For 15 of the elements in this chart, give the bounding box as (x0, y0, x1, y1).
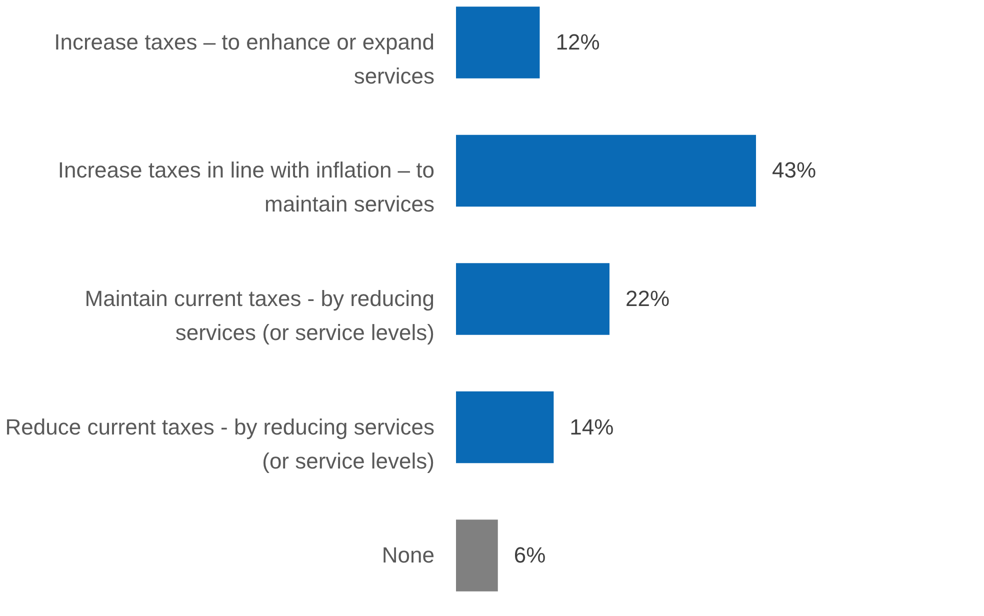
bar (456, 520, 498, 592)
data-label: 14% (570, 414, 614, 440)
y-tick-label: Maintain current taxes - by reducing services (or service levels) (84, 286, 434, 345)
y-tick-label: Increase taxes in line with inflation – to maintain services (58, 158, 434, 217)
data-label: 22% (625, 286, 670, 311)
bar (456, 391, 554, 464)
bar (456, 6, 540, 78)
data-label: 12% (556, 29, 600, 54)
data-label: 43% (772, 158, 816, 183)
bar (456, 263, 610, 335)
y-tick-label: Increase taxes – to enhance or expand services (54, 29, 434, 88)
bar (456, 134, 756, 207)
y-tick-label: None (382, 542, 434, 568)
y-tick-label: Reduce current taxes - by reducing services (or service levels) (5, 414, 434, 474)
data-label: 6% (514, 542, 546, 568)
